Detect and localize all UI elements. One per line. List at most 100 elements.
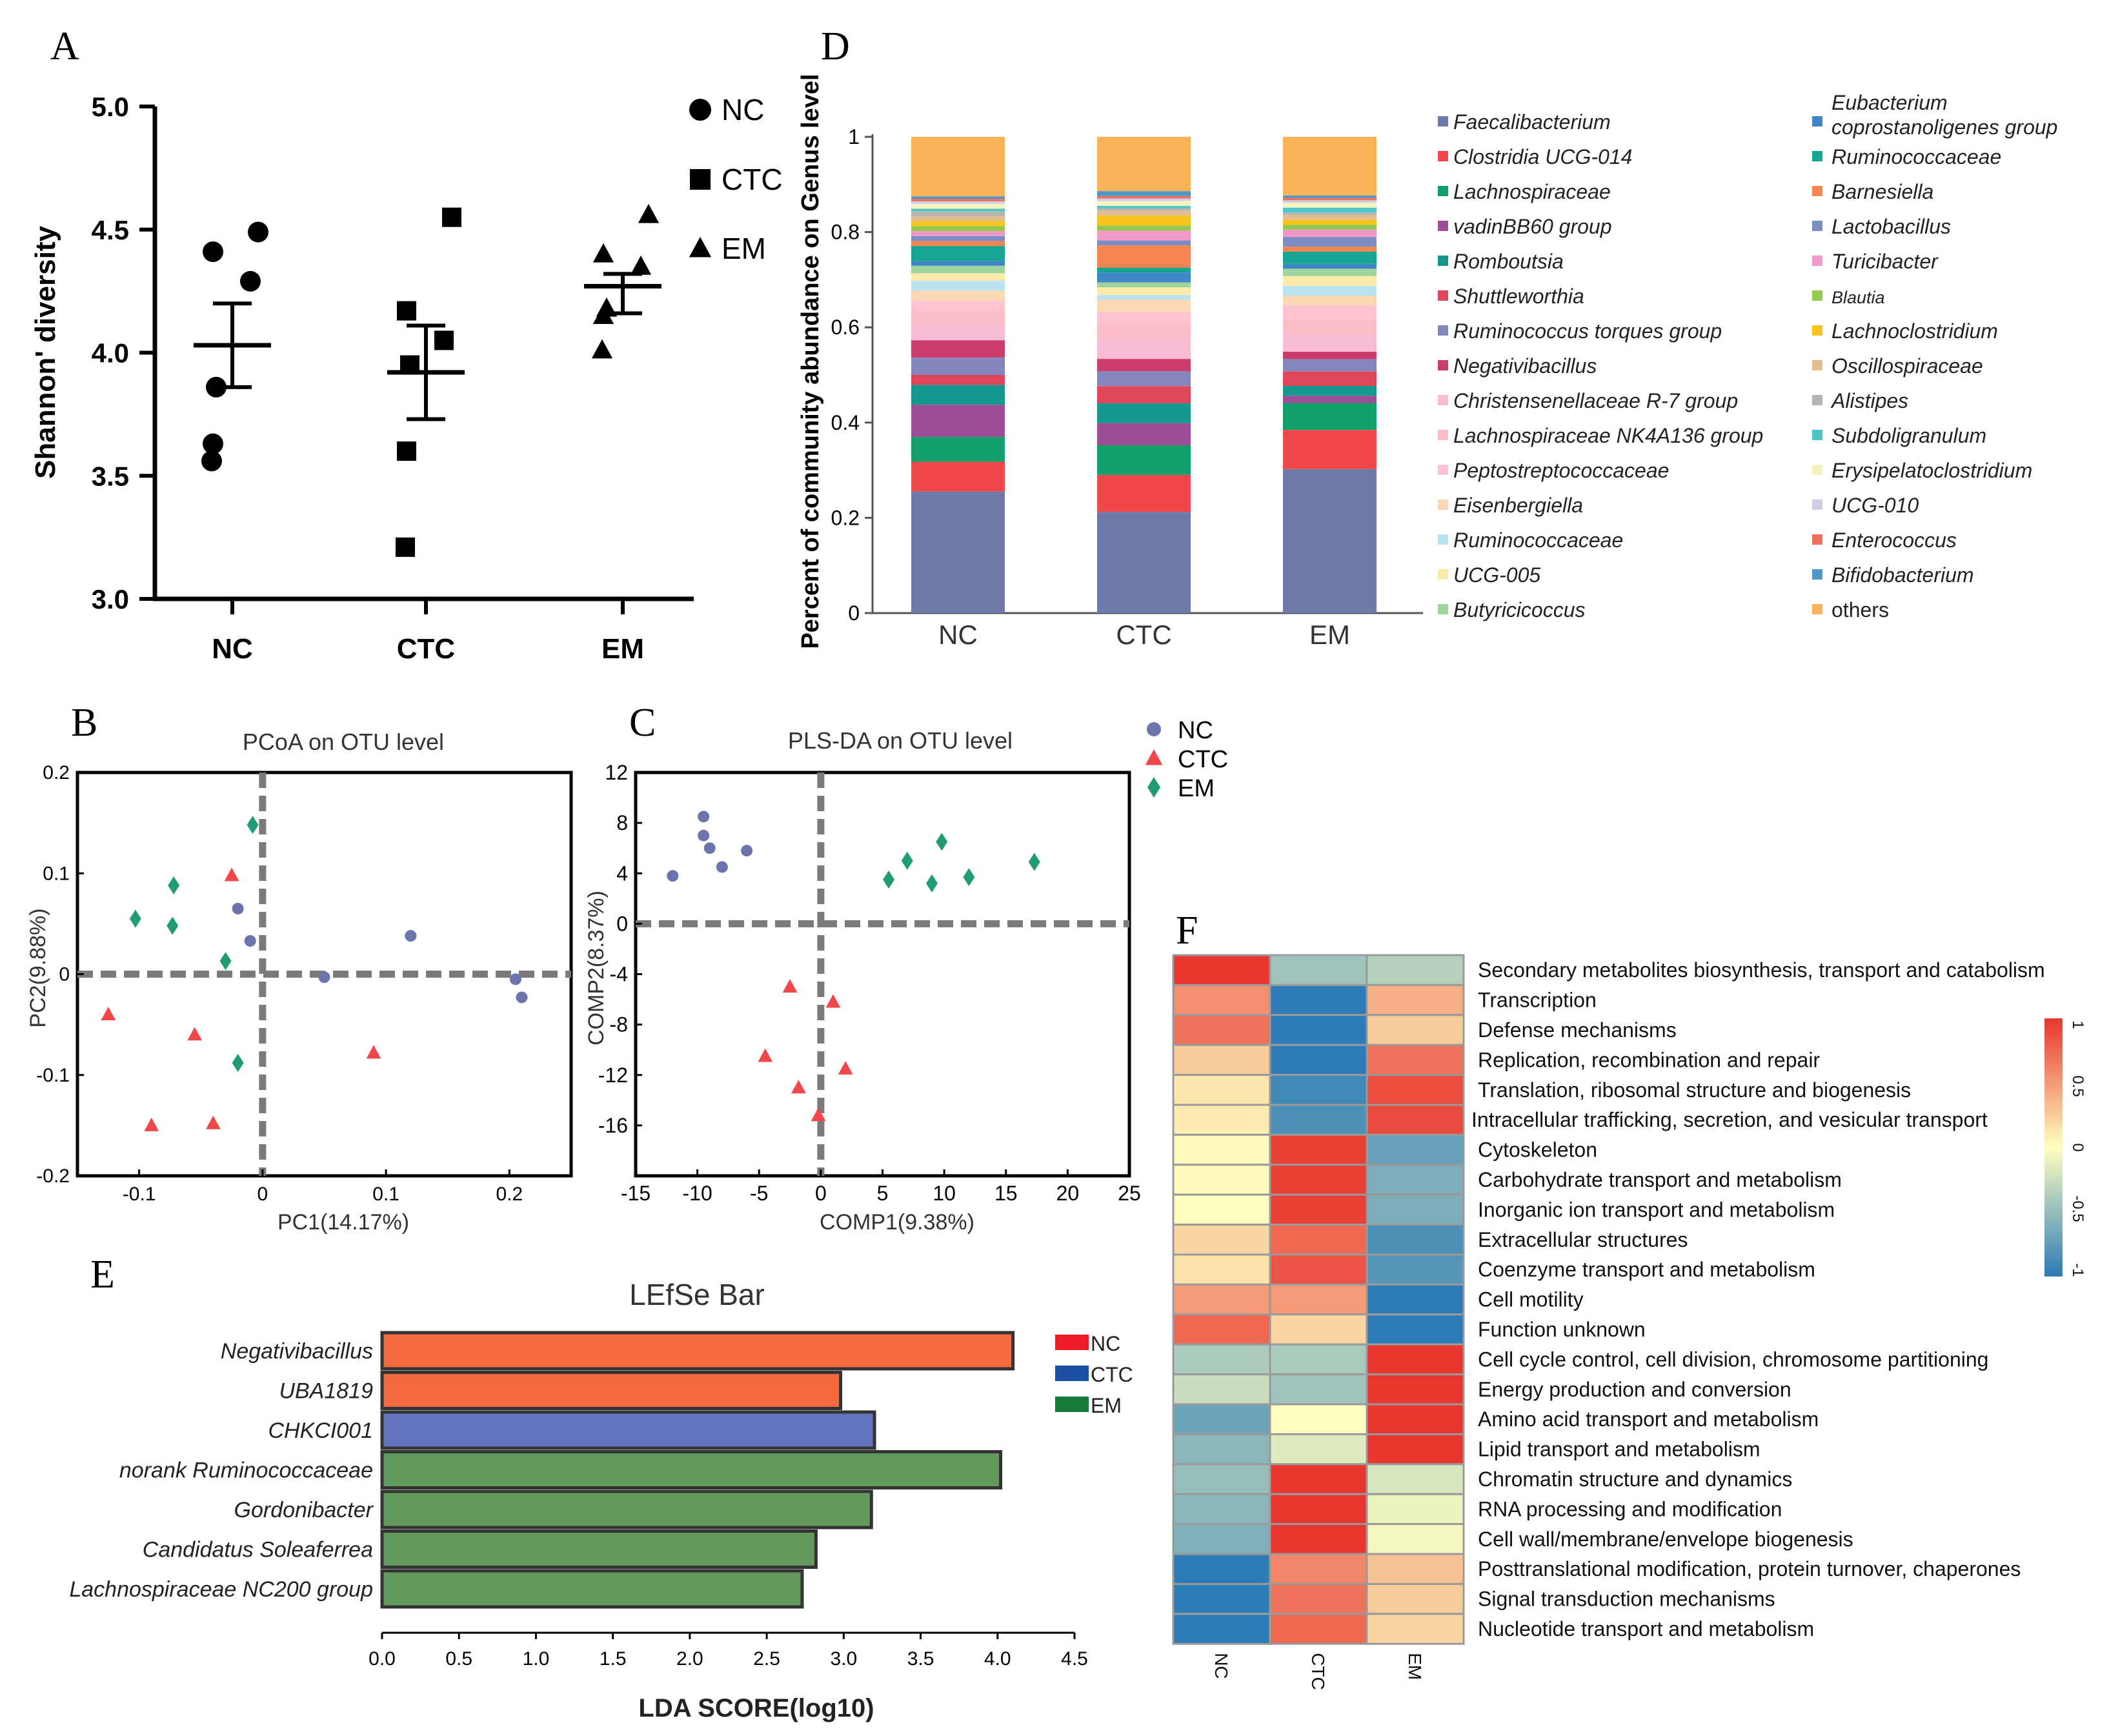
stacked-bar-segment (911, 340, 1005, 358)
y-tick-label: 4.0 (92, 338, 129, 368)
heatmap-cell (1269, 1582, 1368, 1615)
nc-point (741, 845, 753, 857)
stacked-bar-segment (1283, 225, 1377, 230)
row-label: Lipid transport and metabolism (1478, 1438, 1761, 1461)
panel-label-f: F (1176, 909, 1198, 953)
stacked-bar-segment (1283, 137, 1377, 196)
legend-swatch (1438, 500, 1448, 510)
row-label: Function unknown (1478, 1318, 1646, 1341)
legend-label: Alistipes (1830, 389, 1908, 412)
heatmap-cell (1269, 1133, 1368, 1166)
nc-point (248, 221, 268, 243)
legend-label: Subdoligranulum (1832, 424, 1986, 447)
heatmap-cell (1172, 1463, 1271, 1495)
legend-swatch (1438, 186, 1448, 196)
column-label: NC (1211, 1653, 1231, 1679)
legend-label: EM (1091, 1394, 1122, 1417)
ctc-point (224, 867, 239, 882)
bar-label: norank Ruminococcaceae (119, 1458, 373, 1483)
heatmap-cell (1172, 1613, 1271, 1645)
row-label: Posttranslational modification, protein … (1478, 1557, 2021, 1580)
stacked-bar-segment (1097, 201, 1191, 207)
stacked-bar-segment (1283, 305, 1377, 320)
lda-bar (380, 1569, 804, 1609)
stacked-bar-segment (1097, 240, 1191, 246)
stacked-bar-segment (911, 405, 1005, 438)
row-label: Cell wall/membrane/envelope biogenesis (1478, 1528, 1853, 1551)
em-point (1028, 853, 1040, 871)
x-axis-title: PC1(14.17%) (278, 1210, 409, 1235)
legend-swatch (1812, 604, 1822, 614)
x-tick-label: CTC (397, 633, 455, 665)
bar-label: Lachnospiraceae NC200 group (69, 1577, 373, 1602)
legend-label: Barnesiella (1832, 180, 1933, 203)
y-tick-label: 5.0 (92, 92, 129, 122)
lda-bar (380, 1371, 843, 1410)
stacked-bar-segment (1283, 285, 1377, 296)
column-label: CTC (1308, 1653, 1328, 1690)
legend-label: Ruminococcaceae (1832, 145, 2001, 168)
y-tick-label: 0.4 (831, 411, 860, 434)
legend-label: CTC (722, 163, 783, 196)
stacked-bar-segment (1283, 237, 1377, 247)
em-point (168, 876, 180, 894)
stacked-bar-segment (911, 491, 1005, 613)
row-label: Cell cycle control, cell division, chrom… (1478, 1347, 1988, 1371)
heatmap-cell (1366, 1224, 1465, 1256)
row-label: Energy production and conversion (1478, 1378, 1791, 1401)
nc-point (667, 870, 679, 882)
legend-label: Negativibacillus (1453, 354, 1597, 378)
heatmap-cell (1269, 984, 1368, 1016)
legend-swatch (1812, 290, 1822, 301)
nc-point (405, 930, 417, 942)
legend-swatch (1812, 569, 1822, 580)
legend-label: NC (1178, 717, 1213, 744)
heatmap-cell (1366, 1433, 1465, 1466)
stacked-bar-segment (911, 290, 1005, 301)
heatmap-cell (1366, 1133, 1465, 1166)
color-scale-bar (2044, 1018, 2063, 1277)
stacked-bar-segment (1283, 203, 1377, 208)
stacked-bar-segment (1283, 430, 1377, 469)
y-tick-label: -8 (610, 1013, 628, 1036)
legend-swatch (1812, 151, 1822, 161)
legend-swatch (1812, 256, 1822, 266)
x-tick-label: 0 (257, 1184, 268, 1205)
stacked-bar-segment (911, 241, 1005, 247)
y-tick-label: 1 (848, 125, 860, 148)
row-label: Extracellular structures (1478, 1228, 1688, 1251)
y-tick-label: -0.2 (36, 1166, 70, 1187)
stacked-bar-segment (911, 221, 1005, 227)
stacked-bar-segment (1097, 210, 1191, 216)
stacked-bar-segment (1283, 319, 1377, 335)
heatmap-cell (1366, 1164, 1465, 1196)
nc-point (703, 842, 716, 854)
stacked-bar-segment (1097, 245, 1191, 268)
stacked-bar-segment (1097, 272, 1191, 283)
y-tick-label: -0.1 (36, 1065, 70, 1086)
stacked-bar-segment (911, 226, 1005, 232)
ctc-point (838, 1060, 853, 1075)
em-point (963, 868, 975, 887)
legend-label: Peptostreptococcaceae (1453, 459, 1669, 482)
x-tick-label: -5 (750, 1182, 768, 1205)
y-tick-label: 3.5 (92, 461, 129, 491)
legend-em-marker (1147, 777, 1160, 798)
stacked-bar-segment (1283, 276, 1377, 286)
x-tick-label: EM (1309, 620, 1350, 650)
nc-point (318, 971, 330, 984)
heatmap-cell (1172, 1433, 1271, 1466)
legend-label: EM (1178, 775, 1215, 802)
stacked-bar-segment (1283, 212, 1377, 216)
ctc-point (397, 441, 416, 461)
heatmap-cell (1366, 954, 1465, 986)
scale-tick-label: 0.5 (2069, 1075, 2086, 1096)
nc-point (203, 433, 223, 454)
heatmap-cell (1269, 1553, 1368, 1585)
heatmap-cell (1172, 1313, 1271, 1346)
heatmap-cell (1269, 1343, 1368, 1376)
legend-swatch (1438, 604, 1448, 614)
legend-nc-marker (689, 99, 711, 121)
stacked-bar-segment (1283, 469, 1377, 613)
nc-point (201, 450, 222, 472)
